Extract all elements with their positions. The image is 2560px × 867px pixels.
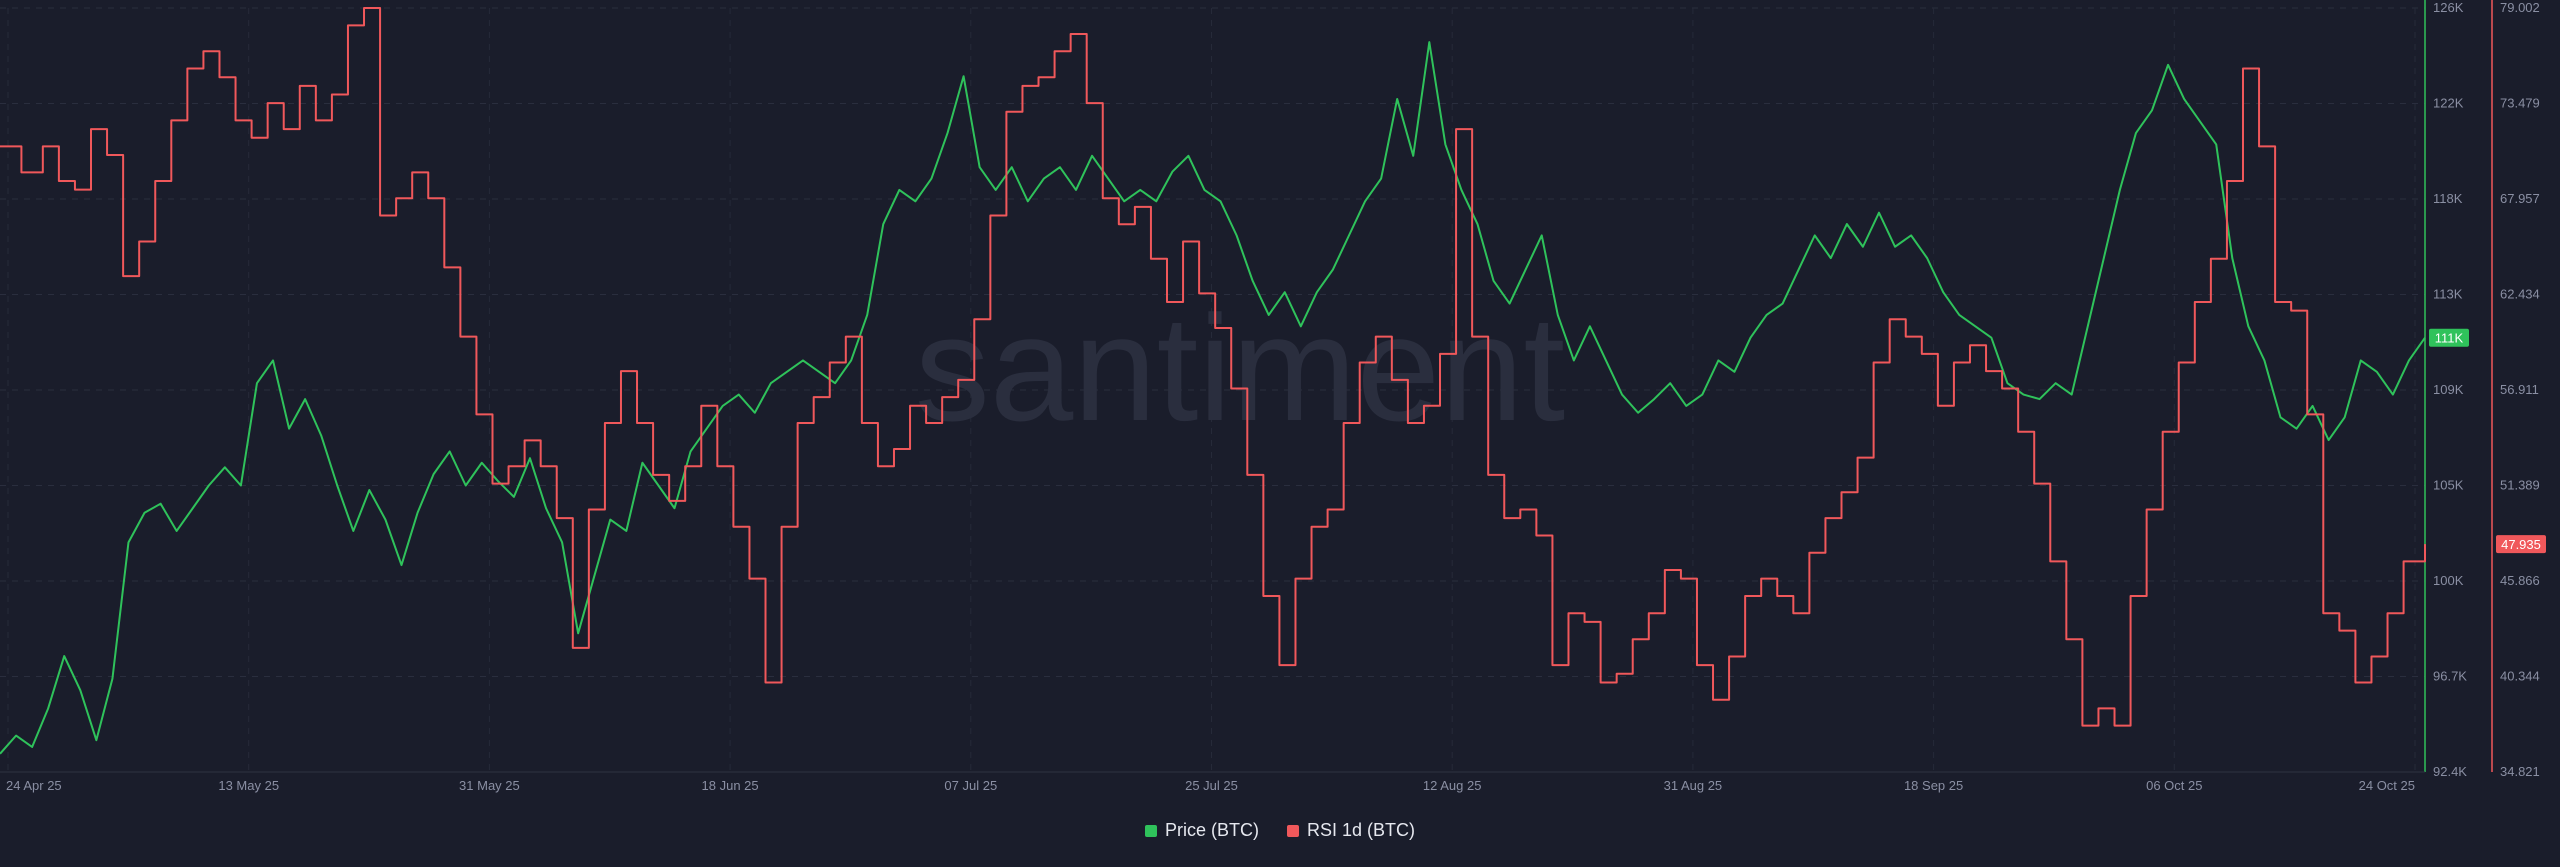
x-tick-label: 24 Oct 25 — [2359, 778, 2415, 793]
watermark: santiment — [915, 284, 1565, 452]
legend-swatch-rsi — [1286, 824, 1299, 837]
price-tick-label: 96.7K — [2433, 669, 2467, 684]
price-tick-label: 122K — [2433, 96, 2464, 111]
x-tick-label: 18 Jun 25 — [702, 778, 759, 793]
rsi-tick-label: 79.002 — [2500, 0, 2540, 15]
price-last-value: 111K — [2435, 331, 2464, 346]
price-tick-label: 105K — [2433, 478, 2464, 493]
price-tick-label: 109K — [2433, 382, 2464, 397]
rsi-tick-label: 45.866 — [2500, 573, 2540, 588]
legend-label-price: Price (BTC) — [1164, 820, 1259, 840]
rsi-tick-label: 67.957 — [2500, 191, 2540, 206]
price-tick-label: 113K — [2433, 287, 2463, 302]
legend-swatch-price — [1144, 824, 1157, 837]
rsi-last-value: 47.935 — [2501, 537, 2541, 552]
axis-lines — [0, 0, 2493, 773]
price-tick-label: 92.4K — [2433, 764, 2467, 779]
series-layer — [0, 7, 2426, 755]
rsi-axis-ticks: 79.002 73.479 67.957 62.434 56.911 51.389 45.8… — [2500, 0, 2540, 779]
price-tick-label: 126K — [2433, 0, 2464, 15]
rsi-tick-label: 34.821 — [2500, 764, 2540, 779]
price-tick-label: 118K — [2433, 191, 2463, 206]
rsi-tick-label: 40.344 — [2500, 669, 2540, 684]
rsi-tick-label: 51.389 — [2500, 478, 2540, 493]
rsi-tick-label: 56.911 — [2500, 382, 2539, 397]
x-tick-label: 25 Jul 25 — [1185, 778, 1238, 793]
x-tick-label: 12 Aug 25 — [1423, 778, 1482, 793]
x-tick-label: 07 Jul 25 — [944, 778, 997, 793]
x-tick-label: 31 Aug 25 — [1664, 778, 1723, 793]
rsi-tick-label: 62.434 — [2500, 287, 2540, 302]
legend-item-price[interactable]: Price (BTC) — [1144, 820, 1259, 841]
price-axis-ticks: 126K 122K 118K 113K 109K 105K 100K 96.7K 92.4K — [2433, 0, 2467, 779]
price-last-badge — [2429, 328, 2469, 347]
x-tick-label: 13 May 25 — [218, 778, 279, 793]
legend-item-rsi[interactable]: RSI 1d (BTC) — [1286, 820, 1416, 841]
legend-label-rsi: RSI 1d (BTC) — [1306, 820, 1416, 840]
price-tick-label: 100K — [2433, 573, 2464, 588]
x-tick-label: 24 Apr 25 — [6, 778, 62, 793]
rsi-line — [0, 7, 2426, 727]
legend: Price (BTC) RSI 1d (BTC) — [0, 820, 2560, 841]
rsi-last-badge — [2496, 535, 2546, 554]
last-value-badges: 111K 47.935 — [2429, 328, 2546, 554]
rsi-tick-label: 73.479 — [2500, 96, 2540, 111]
x-tick-label: 06 Oct 25 — [2146, 778, 2202, 793]
x-axis-ticks: 24 Apr 25 13 May 25 31 May 25 18 Jun 25 07 J… — [6, 778, 2415, 793]
price-line — [0, 41, 2426, 755]
x-tick-label: 18 Sep 25 — [1904, 778, 1963, 793]
x-tick-label: 31 May 25 — [459, 778, 520, 793]
